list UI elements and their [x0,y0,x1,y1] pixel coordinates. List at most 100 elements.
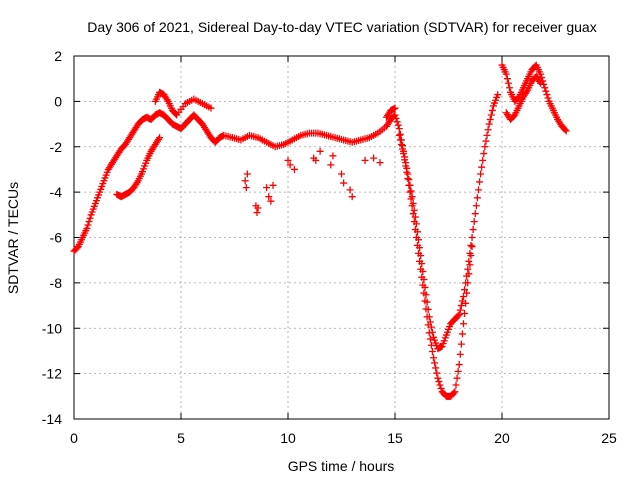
data-point [464,265,472,273]
data-point [402,162,410,170]
y-axis-title: SDTVAR / TECUs [5,182,21,294]
y-tick-label: 2 [54,48,62,64]
data-point [416,257,424,265]
data-point [480,150,488,158]
y-tick-labels: -14 -12 -10 -8 -6 -4 -2 0 2 [42,48,62,427]
data-point [542,87,550,95]
data-point [348,193,356,201]
data-point [410,206,418,214]
data-points [70,61,570,400]
data-point [457,302,465,310]
data-point [476,178,484,186]
data-point [423,313,431,321]
data-point [537,70,545,78]
data-point [430,354,438,362]
data-point [431,359,439,367]
data-point [467,252,475,260]
data-point [83,224,91,232]
data-point [370,154,378,162]
data-point [453,374,461,382]
data-point [544,94,552,102]
data-point [290,165,298,173]
data-point [265,193,273,201]
data-point [86,214,94,222]
data-point [422,305,430,313]
data-point [433,369,441,377]
data-point [452,381,460,389]
data-point [432,364,440,372]
series-lower-branch [113,131,476,400]
data-point [412,234,420,241]
data-point [541,84,549,92]
x-tick-label: 0 [70,430,78,446]
data-point [456,350,464,358]
data-point [426,335,434,343]
data-point [464,279,472,287]
data-point [394,121,402,129]
data-point [420,289,428,297]
data-point [419,281,427,289]
data-point [406,188,414,196]
data-point [424,321,432,329]
data-point [267,197,275,205]
data-point [428,348,436,356]
data-point [421,297,429,305]
data-point [395,131,403,139]
y-tick-label: -12 [42,366,62,382]
data-point [457,340,465,348]
data-point [454,312,462,320]
data-point [468,234,476,241]
data-point [481,143,489,151]
data-point [243,170,251,178]
series-main-trace [70,91,502,353]
data-point [427,341,435,349]
y-tick-label: -14 [42,411,62,427]
data-point [403,168,411,176]
data-point [459,292,467,300]
data-point [395,125,403,133]
data-point [436,381,444,389]
data-point [338,170,345,178]
data-point [411,226,419,234]
y-tick-label: -8 [50,275,63,291]
data-point [404,175,412,183]
data-point [505,84,513,92]
x-tick-label: 20 [494,430,510,446]
plot-frame [73,55,610,420]
data-point [329,152,337,160]
data-point [477,170,485,178]
x-tick-label: 10 [280,430,296,446]
data-point [346,186,354,194]
data-point [418,273,426,281]
data-point [562,127,570,135]
data-point [454,367,462,375]
data-point [486,116,494,124]
data-point [485,120,493,128]
data-point [465,257,473,265]
data-point [85,218,93,226]
data-point [561,126,569,134]
data-point [425,329,433,337]
data-point [543,91,551,99]
data-point [397,140,405,148]
x-tick-label: 5 [177,430,185,446]
data-point [487,111,495,119]
data-point [253,209,261,217]
data-point [472,202,480,210]
data-point [392,114,400,122]
data-point [413,241,421,249]
x-tick-label: 25 [601,430,617,446]
series-upper-branch [151,61,570,135]
x-tick-label: 15 [387,430,403,446]
data-point [437,384,445,392]
data-point [396,136,404,144]
y-tick-label: 0 [54,93,62,109]
data-point [470,218,478,226]
data-point [462,299,470,307]
data-point [409,210,417,218]
data-point [467,241,475,249]
data-point [456,306,464,314]
data-point [241,177,249,185]
data-point [417,265,425,273]
